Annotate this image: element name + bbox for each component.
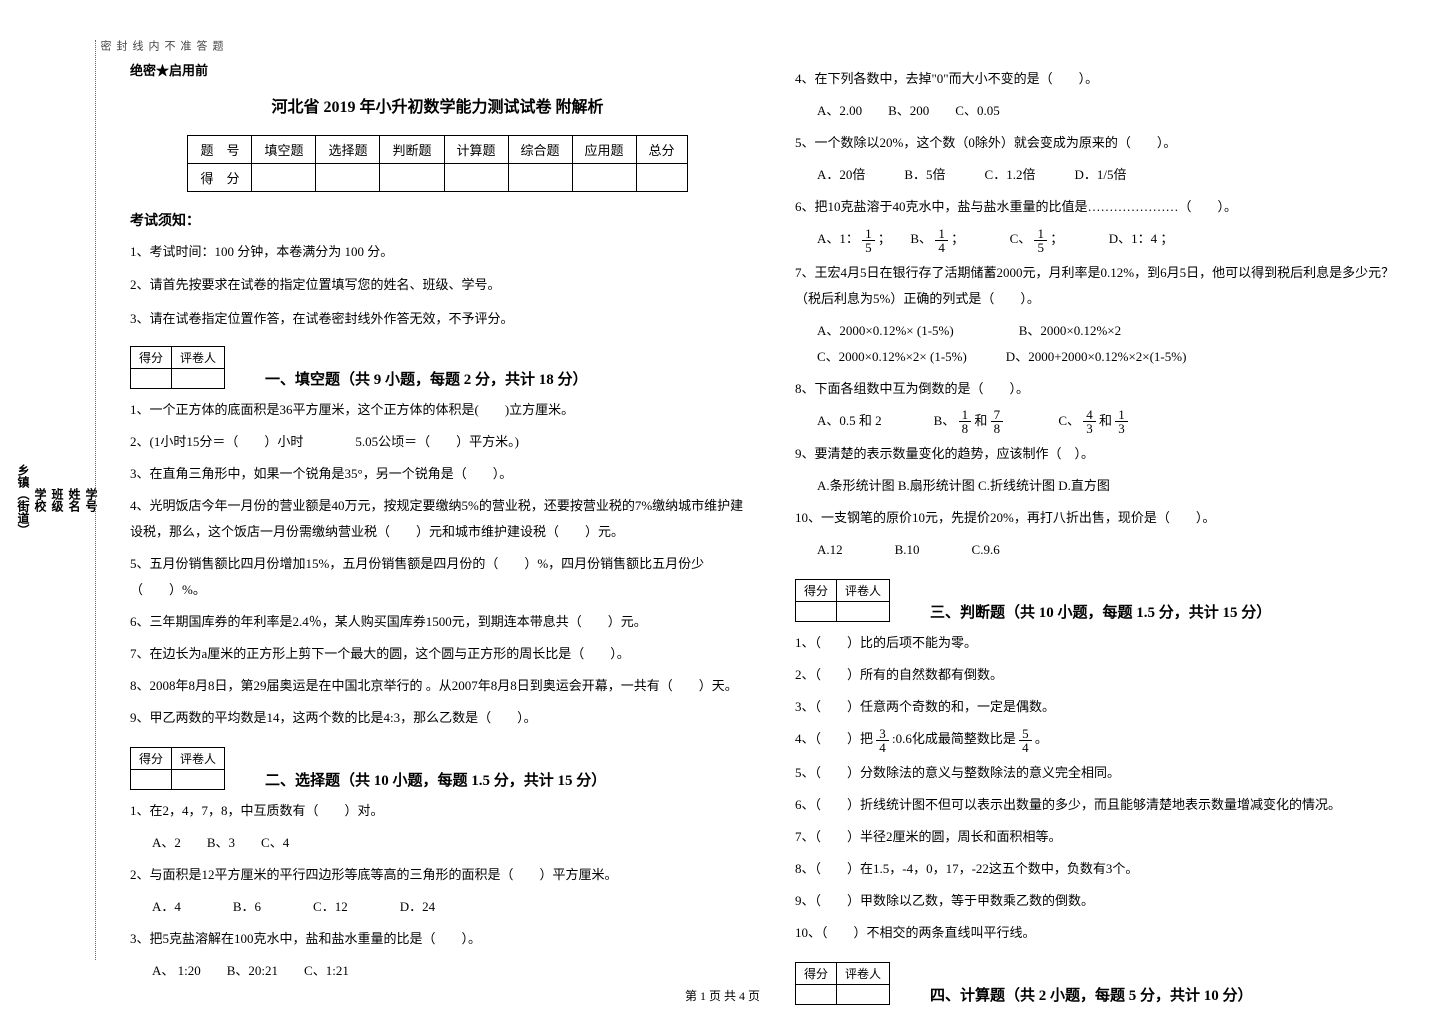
q2-8: 8、下面各组数中互为倒数的是（ ）。 [795,376,1410,402]
th: 题 号 [188,136,252,164]
section-3-header: 得分评卷人 三、判断题（共 10 小题，每题 1.5 分，共计 15 分） [795,579,1410,622]
q3-9: 9、（ ）甲数除以乙数，等于甲数乘乙数的倒数。 [795,888,1410,914]
table-row: 题 号 填空题 选择题 判断题 计算题 综合题 应用题 总分 [188,136,687,164]
q2-4: 4、在下列各数中，去掉"0"而大小不变的是（ ）。 [795,66,1410,92]
paper-title: 河北省 2019 年小升初数学能力测试试卷 附解析 [130,93,745,117]
q2-9: 9、要清楚的表示数量变化的趋势，应该制作（ ）。 [795,441,1410,467]
th: 应用题 [572,136,636,164]
q1-1: 1、一个正方体的底面积是36平方厘米，这个正方体的体积是( )立方厘米。 [130,397,745,423]
q2-6: 6、把10克盐溶于40克水中，盐与盐水重量的比值是…………………（ ）。 [795,194,1410,220]
q2-1: 1、在2，4，7，8，中互质数有（ ）对。 [130,798,745,824]
q2-10-opts: A.12 B.10 C.9.6 [817,537,1410,563]
left-column: 绝密★启用前 河北省 2019 年小升初数学能力测试试卷 附解析 题 号 填空题… [120,60,755,1013]
q3-5: 5、（ ）分数除法的意义与整数除法的意义完全相同。 [795,760,1410,786]
q2-2-opts: A．4 B．6 C．12 D．24 [152,894,745,920]
th: 综合题 [508,136,572,164]
score-summary-table: 题 号 填空题 选择题 判断题 计算题 综合题 应用题 总分 得 分 [187,135,687,192]
frac-1-5: 15 [862,227,875,254]
binding-field-3: 班级 [49,488,66,512]
q1-8: 8、2008年8月8日，第29届奥运是在中国北京举行的 。从2007年8月8日到… [130,673,745,699]
table-row: 得 分 [188,164,687,192]
th: 计算题 [444,136,508,164]
q2-1-opts: A、2 B、3 C、4 [152,830,745,856]
frac-1-4: 14 [935,227,948,254]
frac-5-4: 54 [1019,727,1032,754]
q3-1: 1、（ ）比的后项不能为零。 [795,630,1410,656]
page-content: 绝密★启用前 河北省 2019 年小升初数学能力测试试卷 附解析 题 号 填空题… [120,60,1420,1013]
row-label: 得 分 [188,164,252,192]
binding-field-1: 乡镇（街道） [15,464,32,536]
th: 填空题 [252,136,316,164]
frac-1-3: 13 [1115,408,1128,435]
frac-7-8: 78 [991,408,1004,435]
notice-item: 1、考试时间：100 分钟，本卷满分为 100 分。 [130,240,745,263]
q2-9-opts: A.条形统计图 B.扇形统计图 C.折线统计图 D.直方图 [817,473,1410,499]
q1-4: 4、光明饭店今年一月份的营业额是40万元，按规定要缴纳5%的营业税，还要按营业税… [130,493,745,545]
q3-7: 7、（ ）半径2厘米的圆，周长和面积相等。 [795,824,1410,850]
q3-10: 10、（ ）不相交的两条直线叫平行线。 [795,920,1410,946]
q2-5-opts: A．20倍 B．5倍 C．1.2倍 D．1/5倍 [817,162,1410,188]
frac-4-3: 43 [1083,408,1096,435]
frac-3-4: 34 [876,727,889,754]
section-1-title: 一、填空题（共 9 小题，每题 2 分，共计 18 分） [265,368,588,389]
q2-8-opts: A、0.5 和 2 B、 18 和 78 C、 43 和 13 [817,408,1410,436]
q3-8: 8、（ ）在1.5，-4，0，17，-22这五个数中，负数有3个。 [795,856,1410,882]
q3-2: 2、（ ）所有的自然数都有倒数。 [795,662,1410,688]
th: 总分 [636,136,687,164]
q2-4-opts: A、2.00 B、200 C、0.05 [817,98,1410,124]
right-column: 4、在下列各数中，去掉"0"而大小不变的是（ ）。 A、2.00 B、200 C… [785,60,1420,1013]
section-1-header: 得分评卷人 一、填空题（共 9 小题，每题 2 分，共计 18 分） [130,346,745,389]
page-footer: 第 1 页 共 4 页 [0,987,1445,1004]
notice-item: 3、请在试卷指定位置作答，在试卷密封线外作答无效，不予评分。 [130,307,745,330]
q1-6: 6、三年期国库券的年利率是2.4％，某人购买国库券1500元，到期连本带息共（ … [130,609,745,635]
binding-column: 学号 姓名 班级 学校 乡镇（街道） [20,40,100,960]
section-2-title: 二、选择题（共 10 小题，每题 1.5 分，共计 15 分） [265,769,606,790]
th: 判断题 [380,136,444,164]
q2-7b: C、2000×0.12%×2× (1-5%) D、2000+2000×0.12%… [817,344,1410,370]
q2-10: 10、一支钢笔的原价10元，先提价20%，再打八折出售，现价是（ ）。 [795,505,1410,531]
q1-3: 3、在直角三角形中，如果一个锐角是35°，另一个锐角是（ ）。 [130,461,745,487]
frac-1-8: 18 [959,408,972,435]
q2-7: 7、王宏4月5日在银行存了活期储蓄2000元，月利率是0.12%，到6月5日，他… [795,260,1410,312]
score-box: 得分评卷人 [795,579,890,622]
q2-3: 3、把5克盐溶解在100克水中，盐和盐水重量的比是（ ）。 [130,926,745,952]
notice-heading: 考试须知： [130,210,745,230]
q1-9: 9、甲乙两数的平均数是14，这两个数的比是4:3，那么乙数是（ ）。 [130,705,745,731]
notice-item: 2、请首先按要求在试卷的指定位置填写您的姓名、班级、学号。 [130,273,745,296]
q2-7a: A、2000×0.12%× (1-5%) B、2000×0.12%×2 [817,318,1410,344]
q1-5: 5、五月份销售额比四月份增加15%，五月份销售额是四月份的（ ）%，四月份销售额… [130,551,745,603]
th: 选择题 [316,136,380,164]
secret-label: 绝密★启用前 [130,60,745,79]
binding-field-4: 姓名 [66,488,83,512]
q1-2: 2、(1小时15分＝（ ）小时 5.05公顷＝（ ）平方米。) [130,429,745,455]
q3-3: 3、（ ）任意两个奇数的和，一定是偶数。 [795,694,1410,720]
q2-3-opts: A、 1:20 B、20:21 C、1:21 [152,958,745,984]
section-3-title: 三、判断题（共 10 小题，每题 1.5 分，共计 15 分） [930,601,1271,622]
dot-label: 密 [97,40,113,960]
q2-5: 5、一个数除以20%，这个数（0除外）就会变成为原来的（ ）。 [795,130,1410,156]
dotted-seal-line [95,40,96,960]
q3-4: 4、（ ）把 34 :0.6化成最简整数比是 54 。 [795,726,1410,754]
q3-6: 6、（ ）折线统计图不但可以表示出数量的多少，而且能够清楚地表示数量增减变化的情… [795,792,1410,818]
score-box: 得分评卷人 [130,346,225,389]
binding-field-2: 学校 [32,488,49,512]
score-box: 得分评卷人 [130,747,225,790]
q1-7: 7、在边长为a厘米的正方形上剪下一个最大的圆，这个圆与正方形的周长比是（ ）。 [130,641,745,667]
q2-2: 2、与面积是12平方厘米的平行四边形等底等高的三角形的面积是（ ）平方厘米。 [130,862,745,888]
q2-6-opts: A、1： 15 ； B、 14 ； C、 15 ； D、1：4 ； [817,226,1410,254]
frac-1-5: 15 [1034,227,1047,254]
section-2-header: 得分评卷人 二、选择题（共 10 小题，每题 1.5 分，共计 15 分） [130,747,745,790]
